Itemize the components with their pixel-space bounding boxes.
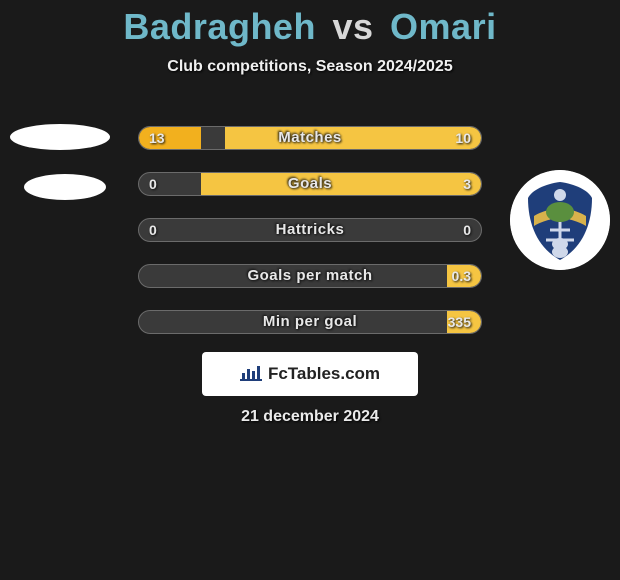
stat-value-right: 3: [463, 173, 471, 195]
stat-row: Matches13 10: [138, 126, 482, 150]
vs-label: vs: [332, 6, 373, 47]
date-label: 21 december 2024: [0, 408, 620, 426]
stat-value-right: 0.3: [452, 265, 471, 287]
branding-badge: FcTables.com: [202, 352, 418, 396]
stat-row: Min per goal335: [138, 310, 482, 334]
crest-icon: [510, 170, 610, 270]
stat-value-left: 0: [149, 173, 157, 195]
stat-value-right: 10: [455, 127, 471, 149]
stat-label: Hattricks: [139, 219, 481, 241]
subtitle: Club competitions, Season 2024/2025: [0, 58, 620, 76]
stat-value-right: 0: [463, 219, 471, 241]
stat-value-left: 0: [149, 219, 157, 241]
stat-label: Min per goal: [139, 311, 481, 333]
player1-name: Badragheh: [123, 6, 316, 47]
branding-text: FcTables.com: [268, 364, 380, 384]
player1-avatar: [10, 112, 110, 212]
stat-row: Goals per match0.3: [138, 264, 482, 288]
placeholder-ellipse: [10, 124, 110, 150]
stat-bars: Matches1310Goals03Hattricks00Goals per m…: [138, 126, 482, 356]
bar-chart-icon: [240, 365, 262, 383]
placeholder-ellipse: [24, 174, 106, 200]
stat-label: Goals: [139, 173, 481, 195]
stat-label: Matches: [139, 127, 481, 149]
stat-row: Goals0 3: [138, 172, 482, 196]
stat-value-left: 13: [149, 127, 165, 149]
stat-row: Hattricks0 0: [138, 218, 482, 242]
comparison-title: Badragheh vs Omari: [0, 0, 620, 48]
player2-club-crest: [510, 170, 610, 270]
stat-value-right: 335: [448, 311, 471, 333]
stat-label: Goals per match: [139, 265, 481, 287]
player2-name: Omari: [390, 6, 497, 47]
